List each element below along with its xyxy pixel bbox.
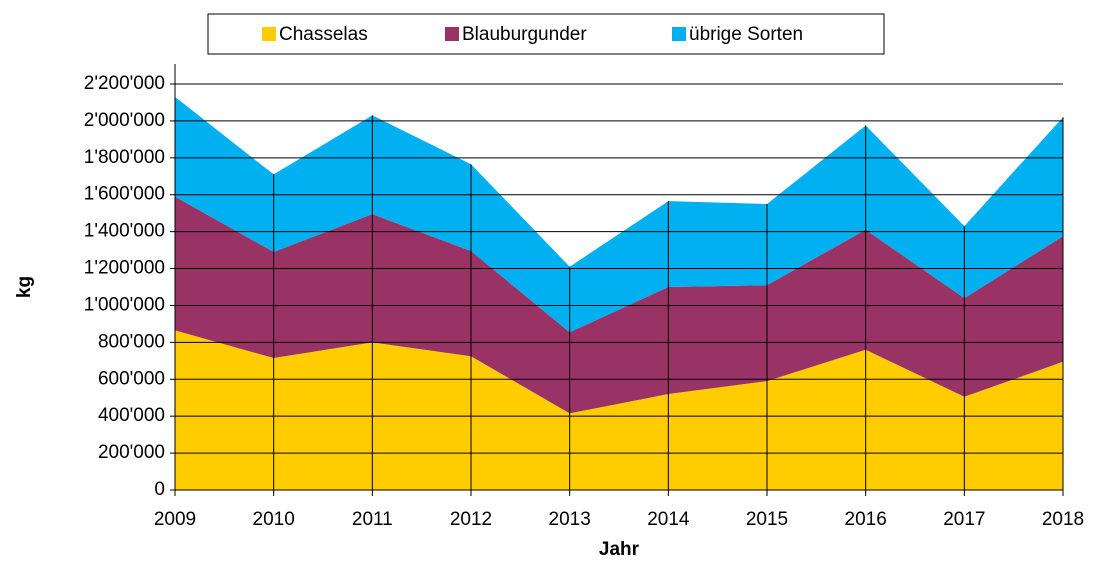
legend-swatch (262, 27, 276, 41)
y-tick-label: 1'400'000 (84, 221, 165, 242)
x-axis-label: Jahr (599, 539, 640, 560)
y-tick-label: 2'200'000 (84, 73, 165, 94)
area (175, 96, 1063, 333)
x-tick-label: 2014 (647, 509, 690, 530)
y-tick-label: 800'000 (98, 331, 165, 352)
y-tick-label: 1'000'000 (84, 294, 165, 315)
y-tick-label: 0 (154, 479, 165, 500)
x-tick-label: 2017 (943, 509, 985, 530)
y-tick-label: 2'000'000 (84, 110, 165, 131)
y-tick-label: 1'200'000 (84, 258, 165, 279)
legend-label: übrige Sorten (689, 24, 803, 45)
area (175, 330, 1063, 490)
y-tick-label: 600'000 (98, 368, 165, 389)
x-tick-label: 2015 (746, 509, 788, 530)
y-axis-label: kg (14, 276, 35, 298)
x-tick-label: 2012 (450, 509, 492, 530)
legend-box (207, 13, 885, 55)
x-tick-label: 2010 (253, 509, 295, 530)
legend-label: Chasselas (279, 24, 368, 45)
area (175, 196, 1063, 414)
x-tick-label: 2011 (352, 509, 393, 530)
legend-label: Blauburgunder (462, 24, 587, 45)
legend-swatch (445, 27, 459, 41)
x-tick-label: 2018 (1042, 509, 1084, 530)
y-tick-label: 1'600'000 (84, 184, 165, 205)
x-tick-label: 2009 (154, 509, 196, 530)
y-tick-label: 400'000 (98, 405, 165, 426)
legend-swatch (672, 27, 686, 41)
y-tick-label: 1'800'000 (84, 147, 165, 168)
x-tick-label: 2013 (549, 509, 591, 530)
x-tick-label: 2016 (845, 509, 887, 530)
y-tick-label: 200'000 (98, 442, 165, 463)
